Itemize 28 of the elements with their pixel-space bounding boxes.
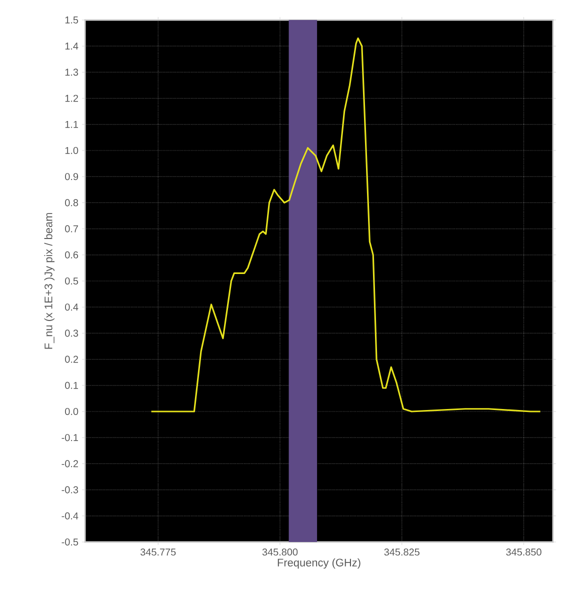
y-tick-label: 0.4 xyxy=(65,304,78,311)
y-tick-label: -0.2 xyxy=(62,460,78,468)
y-tick-label: 0.6 xyxy=(65,251,78,258)
y-axis-title: F_nu (x 1E+3 )Jy pix / beam xyxy=(44,213,54,349)
y-tick-label: 0.3 xyxy=(65,330,78,337)
y-tick-label: -0.3 xyxy=(62,486,78,494)
y-tick-label: 0.2 xyxy=(65,356,78,363)
y-tick-label: 0.8 xyxy=(65,199,78,206)
x-tick-label: 345.800 xyxy=(262,548,298,556)
y-tick-label: -0.5 xyxy=(62,538,78,546)
y-tick-label: 1.5 xyxy=(65,16,78,24)
y-tick-label: 0.9 xyxy=(65,173,78,180)
x-tick-label: 345.850 xyxy=(506,548,542,556)
y-tick-label: 1.3 xyxy=(65,68,78,76)
x-tick-label: 345.775 xyxy=(140,548,176,556)
y-tick-label: 0.1 xyxy=(65,382,78,389)
y-tick-label: 1.2 xyxy=(65,94,78,102)
y-tick-label: -0.1 xyxy=(62,434,78,442)
y-tick-label: 1.1 xyxy=(65,120,78,128)
y-tick-label: -0.4 xyxy=(62,512,78,520)
y-tick-label: 0.7 xyxy=(65,225,78,232)
x-tick-label: 345.825 xyxy=(384,548,420,556)
y-tick-label: 1.0 xyxy=(65,146,78,154)
y-tick-label: 1.4 xyxy=(65,42,78,50)
line-series xyxy=(150,37,542,412)
y-tick-label: 0.5 xyxy=(65,277,78,285)
x-axis-title: Frequency (GHz) xyxy=(278,558,360,569)
y-tick-label: 0.0 xyxy=(65,408,78,416)
